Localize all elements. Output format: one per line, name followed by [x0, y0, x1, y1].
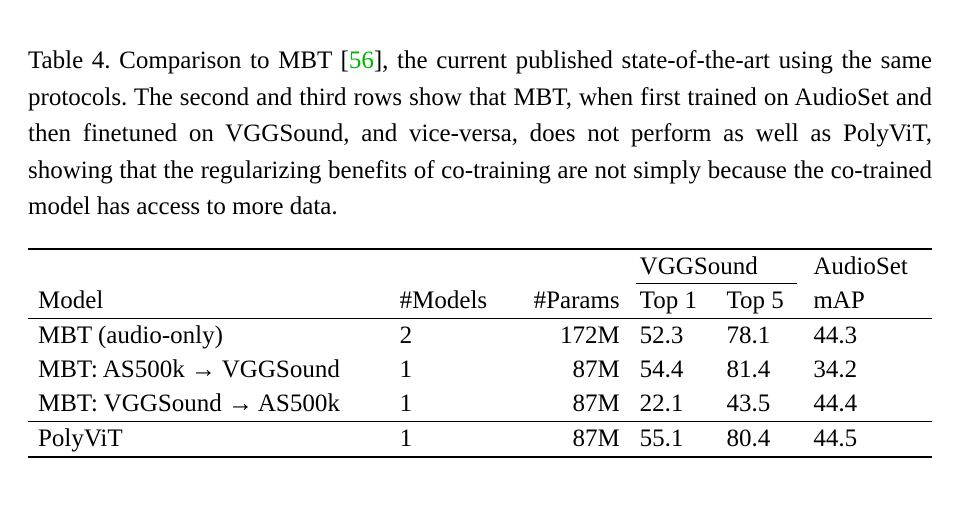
cell-vgg-top1: 55.1: [630, 421, 717, 457]
cell-vgg-top5: 43.5: [717, 387, 804, 422]
group-underline: [636, 283, 798, 284]
col-header-nparams: #Params: [510, 284, 629, 319]
cell-model: MBT: VGGSound → AS500k: [28, 387, 390, 422]
col-header-nmodels: #Models: [390, 284, 511, 319]
citation-number[interactable]: 56: [349, 47, 374, 74]
table-row: MBT (audio-only) 2 172M 52.3 78.1 44.3: [28, 318, 932, 353]
empty-cell: [510, 249, 629, 284]
table-column-header-row: Model #Models #Params Top 1 Top 5 mAP: [28, 284, 932, 319]
cell-nmodels: 1: [390, 421, 511, 457]
group-header-audioset: AudioSet: [803, 249, 932, 284]
empty-cell: [390, 249, 511, 284]
cell-vgg-top1: 22.1: [630, 387, 717, 422]
group-header-vggsound: VGGSound: [630, 249, 804, 284]
cell-as-map: 44.4: [803, 387, 932, 422]
cell-vgg-top5: 80.4: [717, 421, 804, 457]
table-row: MBT: AS500k → VGGSound 1 87M 54.4 81.4 3…: [28, 353, 932, 387]
cell-vgg-top1: 54.4: [630, 353, 717, 387]
comparison-table: VGGSound AudioSet Model #Models #Params …: [28, 248, 932, 458]
cell-model: MBT (audio-only): [28, 318, 390, 353]
col-header-vgg-top1: Top 1: [630, 284, 717, 319]
cell-as-map: 34.2: [803, 353, 932, 387]
table-row-polyvit: PolyViT 1 87M 55.1 80.4 44.5: [28, 421, 932, 457]
cell-vgg-top5: 78.1: [717, 318, 804, 353]
cell-nparams: 87M: [510, 353, 629, 387]
group-header-label: VGGSound: [640, 253, 758, 280]
cell-as-map: 44.3: [803, 318, 932, 353]
cell-as-map: 44.5: [803, 421, 932, 457]
cell-nparams: 172M: [510, 318, 629, 353]
table-row: MBT: VGGSound → AS500k 1 87M 22.1 43.5 4…: [28, 387, 932, 422]
group-header-label: AudioSet: [813, 253, 907, 280]
cell-vgg-top5: 81.4: [717, 353, 804, 387]
cell-nmodels: 1: [390, 387, 511, 422]
page-root: Table 4. Comparison to MBT [56], the cur…: [0, 0, 960, 468]
col-header-as-map: mAP: [803, 284, 932, 319]
cell-nparams: 87M: [510, 421, 629, 457]
col-header-model: Model: [28, 284, 390, 319]
cell-model: PolyViT: [28, 421, 390, 457]
table-caption: Table 4. Comparison to MBT [56], the cur…: [28, 43, 932, 226]
cell-vgg-top1: 52.3: [630, 318, 717, 353]
col-header-vgg-top5: Top 5: [717, 284, 804, 319]
cell-nmodels: 1: [390, 353, 511, 387]
table-group-header-row: VGGSound AudioSet: [28, 249, 932, 284]
cell-model: MBT: AS500k → VGGSound: [28, 353, 390, 387]
empty-cell: [28, 249, 390, 284]
caption-prefix: Table 4. Comparison to MBT [: [28, 47, 349, 74]
cell-nparams: 87M: [510, 387, 629, 422]
cell-nmodels: 2: [390, 318, 511, 353]
